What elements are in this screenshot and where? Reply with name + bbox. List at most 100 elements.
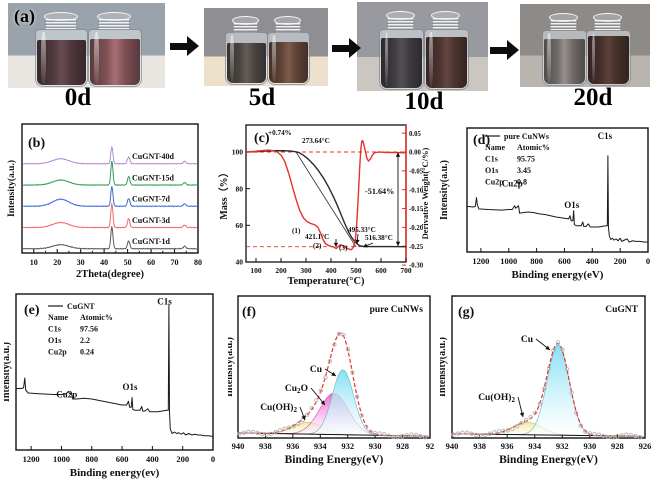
vial-gloss — [272, 35, 276, 82]
sample-photo-0d — [8, 3, 165, 88]
svg-text:C1s: C1s — [48, 325, 61, 334]
svg-text:800: 800 — [85, 454, 98, 464]
svg-text:930: 930 — [369, 441, 382, 451]
svg-text:50: 50 — [124, 258, 132, 267]
tga-chart: 100 200 300 400 500 600 700 Temperature(°C) 40 60… — [217, 112, 433, 288]
vial-body — [542, 29, 587, 86]
svg-text:Cu(OH)2: Cu(OH)2 — [260, 402, 297, 414]
svg-text:(2): (2) — [313, 242, 322, 250]
svg-text:0.8: 0.8 — [517, 178, 527, 187]
svg-text:O1s: O1s — [564, 200, 580, 210]
svg-text:-0.05: -0.05 — [409, 168, 424, 175]
svg-text:938: 938 — [259, 441, 272, 451]
vial-body — [225, 32, 268, 85]
svg-text:Derivative Weight(°C/%): Derivative Weight(°C/%) — [420, 147, 430, 239]
svg-text:936: 936 — [286, 441, 299, 451]
svg-text:(1): (1) — [292, 227, 301, 235]
svg-text:421.1°C: 421.1°C — [305, 233, 329, 241]
svg-text:80: 80 — [236, 184, 244, 193]
vial-gloss — [384, 31, 389, 87]
vial — [225, 16, 268, 85]
svg-text:-0.15: -0.15 — [409, 206, 424, 213]
svg-text:938: 938 — [473, 441, 486, 451]
svg-text:95.75: 95.75 — [517, 155, 535, 164]
vial-neck — [44, 19, 77, 30]
svg-text:516.38°C: 516.38°C — [365, 234, 393, 242]
vial — [542, 13, 587, 86]
svg-text:Atomic%: Atomic% — [80, 313, 113, 322]
svg-text:932: 932 — [341, 441, 354, 451]
arrow-right-icon — [170, 35, 200, 57]
svg-text:400: 400 — [146, 454, 159, 464]
svg-text:1000: 1000 — [500, 256, 517, 266]
svg-text:273.64°C: 273.64°C — [302, 137, 330, 145]
svg-text:Cu2p: Cu2p — [502, 179, 523, 189]
svg-text:932: 932 — [556, 441, 569, 451]
svg-text:40: 40 — [236, 258, 244, 267]
vial — [88, 12, 142, 87]
vial — [379, 11, 425, 90]
svg-text:92: 92 — [426, 441, 435, 451]
svg-text:Intensity(a.u.): Intensity(a.u.) — [439, 160, 450, 220]
svg-text:Name: Name — [48, 313, 68, 322]
sample-photo-10d — [357, 2, 488, 91]
svg-text:Cu2p: Cu2p — [485, 178, 504, 187]
vial-gloss — [591, 32, 596, 83]
vial — [267, 16, 311, 85]
svg-text:Binding energy(ev): Binding energy(ev) — [70, 467, 160, 479]
svg-text:Cu: Cu — [310, 365, 323, 375]
svg-text:CuGNT-3d: CuGNT-3d — [132, 216, 170, 225]
vial-gloss — [40, 32, 46, 84]
arrow-right-icon — [332, 37, 362, 59]
svg-text:926: 926 — [639, 441, 652, 451]
photo-label-5d: 5d — [248, 84, 276, 111]
svg-text:600: 600 — [116, 454, 129, 464]
svg-text:3.45: 3.45 — [517, 166, 531, 175]
svg-text:600: 600 — [375, 266, 387, 275]
svg-text:940: 940 — [446, 441, 459, 451]
svg-text:-0.20: -0.20 — [409, 225, 424, 232]
svg-text:0.24: 0.24 — [80, 348, 94, 357]
svg-text:Cu: Cu — [521, 335, 534, 345]
vial-gloss — [94, 32, 99, 84]
svg-text:0: 0 — [646, 256, 650, 266]
svg-text:-0.10: -0.10 — [409, 187, 424, 194]
xrd-chart: 10 20 30 40 50 60 70 80 2Theta(degree) Intensity(… — [6, 114, 218, 288]
svg-text:300: 300 — [300, 266, 312, 275]
svg-text:200: 200 — [614, 256, 627, 266]
svg-text:pure CuNWs: pure CuNWs — [504, 132, 549, 141]
vial-neck — [274, 23, 301, 34]
svg-text:CuGNT-40d: CuGNT-40d — [132, 152, 174, 161]
vial-body — [379, 28, 425, 90]
svg-text:(d): (d) — [473, 133, 490, 148]
svg-text:100: 100 — [232, 148, 244, 157]
vial-liquid — [381, 37, 423, 88]
svg-text:97.56: 97.56 — [80, 325, 98, 334]
svg-text:600: 600 — [558, 256, 571, 266]
svg-text:40: 40 — [100, 258, 108, 267]
vial-gloss — [230, 35, 234, 82]
svg-text:928: 928 — [611, 441, 624, 451]
cu2p-fit-cunws-chart: 940 938 936 934 932 930 928 92 Binding Energy(eV… — [224, 288, 438, 480]
svg-text:O1s: O1s — [48, 336, 61, 345]
svg-text:100: 100 — [250, 266, 262, 275]
vial-body — [586, 29, 632, 86]
svg-text:10: 10 — [30, 258, 38, 267]
vial-liquid — [588, 36, 630, 84]
vial — [34, 12, 89, 87]
svg-text:-0.30: -0.30 — [409, 263, 424, 270]
svg-text:1200: 1200 — [472, 256, 489, 266]
svg-text:934: 934 — [528, 441, 542, 451]
vial-neck — [232, 23, 259, 34]
svg-text:(b): (b) — [28, 136, 45, 151]
svg-text:0: 0 — [211, 454, 215, 464]
svg-text:CuGNT: CuGNT — [67, 302, 95, 311]
svg-text:1000: 1000 — [53, 454, 70, 464]
vial-neck — [97, 19, 130, 30]
svg-text:200: 200 — [176, 454, 189, 464]
svg-text:20: 20 — [53, 258, 61, 267]
svg-text:400: 400 — [325, 266, 337, 275]
svg-text:0.05: 0.05 — [409, 131, 421, 138]
svg-text:Intensity(a.u.): Intensity(a.u.) — [6, 160, 17, 217]
svg-text:2Theta(degree): 2Theta(degree) — [76, 269, 145, 280]
